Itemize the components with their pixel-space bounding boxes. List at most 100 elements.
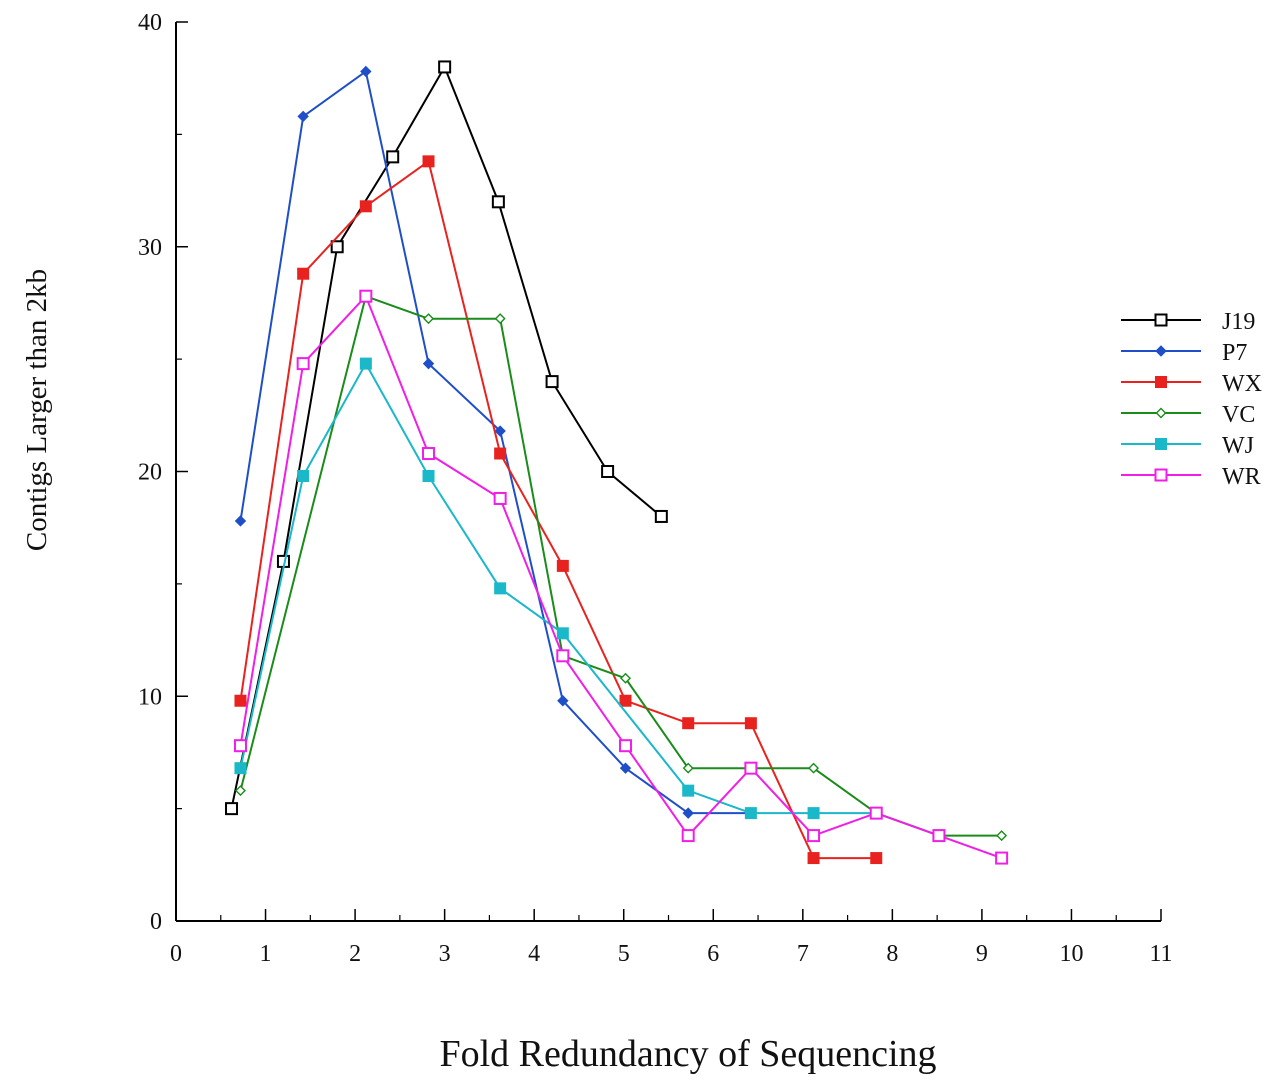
data-point-wx	[744, 717, 757, 730]
x-tick-label: 6	[707, 941, 719, 967]
data-point-wr	[932, 829, 946, 843]
series-line-j19	[230, 66, 662, 809]
legend-label: WR	[1222, 464, 1261, 490]
data-point-wr	[619, 739, 633, 753]
x-tick-label: 0	[170, 941, 182, 967]
legend-label: WJ	[1222, 433, 1254, 459]
data-point-wr	[807, 829, 821, 843]
y-axis-title: Contigs Larger than 2kb	[21, 269, 53, 551]
y-tick-label: 20	[138, 460, 162, 486]
x-tick-label: 1	[260, 941, 272, 967]
series-layer	[225, 60, 1009, 865]
data-point-wx	[807, 852, 820, 865]
series-wx	[234, 155, 883, 865]
data-point-wx	[234, 694, 247, 707]
data-point-wr	[556, 649, 570, 663]
data-point-vc	[620, 672, 632, 684]
series-line-wx	[239, 160, 877, 860]
legend-marker	[1154, 313, 1168, 327]
data-point-wj	[807, 807, 820, 820]
legend-label: P7	[1222, 340, 1247, 366]
data-point-p7	[619, 762, 632, 774]
series-vc	[234, 290, 1008, 842]
y-tick-label: 40	[138, 10, 162, 36]
series-p7	[234, 65, 757, 819]
data-point-vc	[996, 830, 1008, 842]
data-point-vc	[234, 785, 246, 797]
legend-item-p7: P7	[1121, 340, 1247, 366]
data-point-p7	[557, 695, 569, 707]
data-point-vc	[808, 762, 820, 774]
legend-item-vc: VC	[1121, 402, 1255, 428]
y-tick-label: 0	[150, 909, 162, 935]
series-line-p7	[239, 70, 751, 815]
data-point-wr	[995, 851, 1009, 865]
legend-label: VC	[1222, 402, 1255, 428]
data-point-wr	[359, 289, 373, 303]
data-point-p7	[494, 425, 506, 437]
legend: J19 P7 WX VC WJ WR	[1121, 309, 1262, 490]
legend-marker	[1155, 438, 1167, 450]
data-point-wr	[422, 447, 436, 461]
data-point-j19	[654, 509, 668, 523]
legend-label: J19	[1222, 309, 1255, 335]
data-point-j19	[225, 802, 239, 816]
data-point-wr	[869, 806, 883, 820]
legend-item-wj: WJ	[1121, 433, 1254, 459]
data-point-wx	[682, 717, 695, 730]
data-point-vc	[494, 313, 506, 325]
data-point-j19	[438, 60, 452, 74]
series-line-wr	[239, 295, 1002, 860]
data-point-wx	[619, 694, 632, 707]
data-point-p7	[422, 357, 435, 370]
x-tick-label: 10	[1059, 941, 1083, 967]
data-point-wx	[422, 155, 435, 168]
legend-marker	[1154, 468, 1168, 482]
data-point-wr	[744, 761, 758, 775]
data-point-wj	[359, 357, 372, 370]
data-point-wr	[296, 357, 310, 371]
data-point-wx	[870, 852, 883, 865]
legend-item-j19: J19	[1121, 309, 1255, 335]
data-point-p7	[234, 515, 247, 527]
data-point-wr	[233, 739, 247, 753]
x-tick-label: 4	[528, 941, 540, 967]
data-point-wj	[234, 762, 247, 775]
data-point-wj	[297, 469, 310, 482]
data-point-wx	[297, 267, 310, 280]
data-point-wr	[493, 491, 507, 505]
data-point-wj	[422, 469, 435, 482]
legend-label: WX	[1222, 371, 1262, 397]
series-j19	[225, 60, 668, 816]
data-point-j19	[545, 375, 559, 389]
data-point-p7	[682, 807, 694, 819]
axes: 0 1 2 3 4 5 6 7 8 9 10 11 0 10 20 30 40	[138, 10, 1173, 967]
data-point-wx	[359, 200, 372, 213]
series-line-vc	[239, 295, 1002, 837]
data-point-wx	[494, 447, 507, 460]
x-tick-label: 11	[1149, 941, 1172, 967]
y-tick-label: 30	[138, 235, 162, 261]
data-point-j19	[330, 240, 344, 254]
x-tick-label: 2	[349, 941, 361, 967]
x-tick-label: 5	[618, 941, 630, 967]
x-tick-label: 7	[797, 941, 809, 967]
data-point-j19	[386, 150, 400, 164]
data-point-vc	[423, 313, 435, 325]
y-tick-label: 10	[138, 684, 162, 710]
legend-marker	[1155, 407, 1167, 419]
data-point-wj	[682, 784, 695, 797]
series-wr	[233, 289, 1009, 865]
legend-item-wx: WX	[1121, 371, 1262, 397]
data-point-j19	[601, 465, 615, 478]
x-tick-label: 9	[976, 941, 988, 967]
data-point-wr	[681, 829, 695, 843]
data-point-vc	[682, 762, 694, 774]
x-tick-label: 3	[439, 941, 451, 967]
series-line-wj	[239, 362, 877, 815]
data-point-wx	[556, 559, 569, 572]
legend-marker	[1155, 345, 1167, 357]
legend-marker	[1155, 376, 1167, 388]
x-axis-title: Fold Redundancy of Sequencing	[439, 1033, 936, 1075]
data-point-p7	[297, 110, 309, 123]
